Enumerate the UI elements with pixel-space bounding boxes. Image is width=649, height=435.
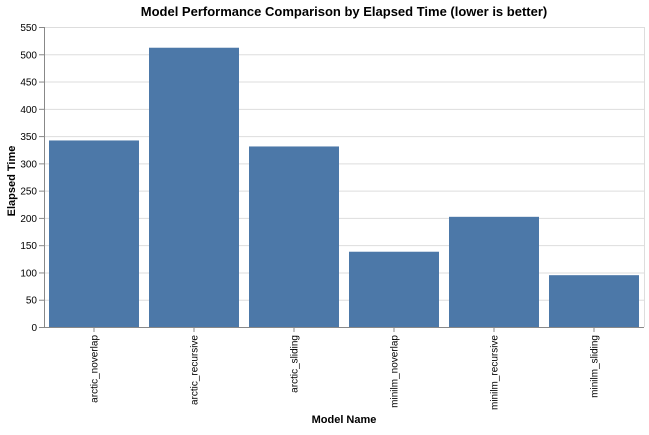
y-tick-label: 300 — [20, 159, 37, 170]
x-axis-title: Model Name — [312, 414, 377, 426]
y-tick-label: 350 — [20, 132, 37, 143]
chart-title: Model Performance Comparison by Elapsed … — [141, 4, 547, 19]
y-tick-label: 100 — [20, 268, 37, 279]
y-tick-label: 150 — [20, 241, 37, 252]
y-tick-label: 400 — [20, 105, 37, 116]
bar-arctic_recursive — [149, 47, 239, 328]
x-tick-label: arctic_noverlap — [90, 335, 101, 403]
x-tick-label: minilm_noverlap — [390, 335, 401, 408]
y-tick-label: 200 — [20, 214, 37, 225]
x-axis: arctic_noverlap arctic_recursive arctic_sl… — [44, 327, 644, 410]
bar-arctic_sliding — [249, 146, 339, 327]
x-tick-label: arctic_recursive — [190, 335, 201, 405]
y-tick-label: 250 — [20, 187, 37, 198]
bar-minilm_noverlap — [349, 251, 439, 327]
bar-minilm_sliding — [549, 275, 639, 327]
gridlines — [44, 27, 645, 328]
y-tick-label: 550 — [20, 23, 37, 34]
x-tick-label: minilm_recursive — [490, 335, 501, 410]
bars — [49, 47, 639, 328]
x-tick-label: minilm_sliding — [590, 335, 601, 398]
y-axis-title: Elapsed Time — [6, 146, 18, 217]
bar-arctic_noverlap — [49, 140, 139, 327]
y-tick-label: 50 — [26, 296, 38, 307]
y-tick-label: 500 — [20, 50, 37, 61]
y-tick-label: 0 — [31, 323, 37, 334]
bar-minilm_recursive — [449, 216, 539, 327]
x-tick-label: arctic_sliding — [290, 335, 301, 393]
y-axis: 0 50 100 150 200 250 300 350 400 450 500 550 — [20, 23, 45, 334]
y-tick-label: 450 — [20, 78, 37, 89]
